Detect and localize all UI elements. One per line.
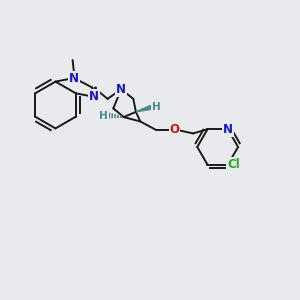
Text: H: H [152, 102, 161, 112]
Text: Cl: Cl [227, 158, 240, 171]
Text: N: N [89, 90, 99, 104]
Text: N: N [69, 71, 79, 85]
Text: N: N [89, 90, 99, 104]
Text: O: O [169, 123, 179, 136]
Text: Cl: Cl [227, 158, 240, 171]
Text: N: N [223, 123, 233, 136]
Text: N: N [223, 123, 233, 136]
Text: O: O [169, 123, 179, 136]
Polygon shape [136, 106, 152, 112]
Text: N: N [69, 71, 79, 85]
Text: N: N [116, 83, 126, 96]
Text: N: N [116, 83, 126, 96]
Text: H: H [99, 111, 108, 121]
